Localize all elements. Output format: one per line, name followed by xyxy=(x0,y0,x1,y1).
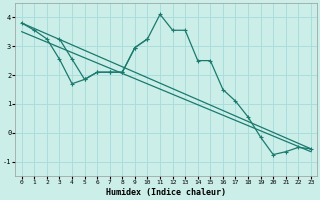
X-axis label: Humidex (Indice chaleur): Humidex (Indice chaleur) xyxy=(106,188,226,197)
